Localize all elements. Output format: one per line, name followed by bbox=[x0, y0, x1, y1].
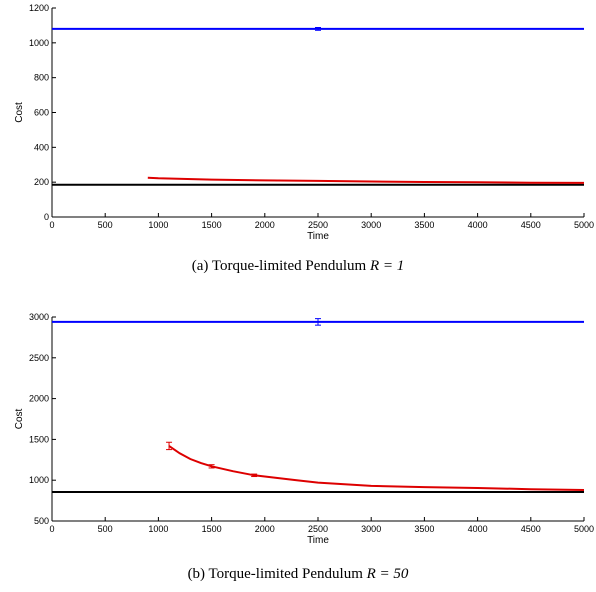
caption-a-math: R = 1 bbox=[369, 258, 405, 274]
chart-b-x-tick-label-0: 0 bbox=[49, 524, 54, 534]
chart-a-x-tick-label-2: 1000 bbox=[148, 220, 168, 230]
chart-b-series-2-line bbox=[168, 445, 585, 491]
chart-a-xlabel: Time bbox=[307, 231, 329, 242]
chart-b-x-tick-label-6: 3000 bbox=[361, 524, 381, 534]
chart-b-x-tick-label-4: 2000 bbox=[255, 524, 275, 534]
chart-b-x-tick-label-1: 500 bbox=[98, 524, 113, 534]
chart-b-x-tick-label-7: 3500 bbox=[414, 524, 434, 534]
chart-a-ylabel: Cost bbox=[14, 102, 25, 123]
chart-a-x-tick-label-10: 5000 bbox=[574, 220, 594, 230]
chart-a-x-tick-label-8: 4000 bbox=[468, 220, 488, 230]
chart-b-y-tick-label-1: 1000 bbox=[29, 475, 49, 485]
chart-a-x-tick-label-4: 2000 bbox=[255, 220, 275, 230]
chart-a-x-tick-label-5: 2500 bbox=[308, 220, 328, 230]
chart-b-y-tick-label-0: 500 bbox=[34, 516, 49, 526]
chart-a-y-tick-label-1: 200 bbox=[34, 177, 49, 187]
chart-b-x-tick-label-9: 4500 bbox=[521, 524, 541, 534]
chart-a-y-tick-label-6: 1200 bbox=[29, 3, 49, 13]
chart-a: 0 500 1000 1500 2000 2500 3000 3500 4000 4500 5000… bbox=[14, 3, 594, 242]
chart-a-x-tick-label-7: 3500 bbox=[414, 220, 434, 230]
chart-a-series-2-line bbox=[147, 176, 585, 184]
chart-a-y-tick-label-5: 1000 bbox=[29, 38, 49, 48]
chart-b-y-tick-label-3: 2000 bbox=[29, 394, 49, 404]
chart-a-y-tick-label-0: 0 bbox=[44, 212, 49, 222]
chart-a-x-tick-label-1: 500 bbox=[98, 220, 113, 230]
caption-b-text: (b) Torque-limited Pendulum bbox=[187, 566, 367, 582]
chart-b-xlabel: Time bbox=[307, 535, 329, 546]
chart-b: 0 500 1000 1500 2000 2500 3000 3500 4000 4500 5000… bbox=[14, 312, 594, 546]
chart-b-x-tick-label-10: 5000 bbox=[574, 524, 594, 534]
chart-b-y-tick-label-4: 2500 bbox=[29, 353, 49, 363]
chart-a-x-tick-label-9: 4500 bbox=[521, 220, 541, 230]
caption-a-text: (a) Torque-limited Pendulum bbox=[191, 258, 370, 274]
chart-a-y-tick-label-3: 600 bbox=[34, 108, 49, 118]
chart-a-x-tick-label-0: 0 bbox=[49, 220, 54, 230]
chart-a-y-tick-label-2: 400 bbox=[34, 142, 49, 152]
caption-b: (b) Torque-limited Pendulum R = 50 bbox=[0, 566, 596, 583]
chart-a-x-tick-label-3: 1500 bbox=[202, 220, 222, 230]
chart-b-y-tick-label-5: 3000 bbox=[29, 312, 49, 322]
caption-b-math: R = 50 bbox=[366, 566, 409, 582]
chart-a-x-tick-label-6: 3000 bbox=[361, 220, 381, 230]
chart-b-x-tick-label-2: 1000 bbox=[148, 524, 168, 534]
chart-b-y-tick-label-2: 1500 bbox=[29, 434, 49, 444]
chart-b-ylabel: Cost bbox=[14, 408, 25, 429]
chart-b-x-tick-label-5: 2500 bbox=[308, 524, 328, 534]
chart-a-y-tick-label-4: 800 bbox=[34, 73, 49, 83]
caption-a: (a) Torque-limited Pendulum R = 1 bbox=[0, 258, 596, 275]
chart-b-x-tick-label-3: 1500 bbox=[202, 524, 222, 534]
chart-b-x-tick-label-8: 4000 bbox=[468, 524, 488, 534]
